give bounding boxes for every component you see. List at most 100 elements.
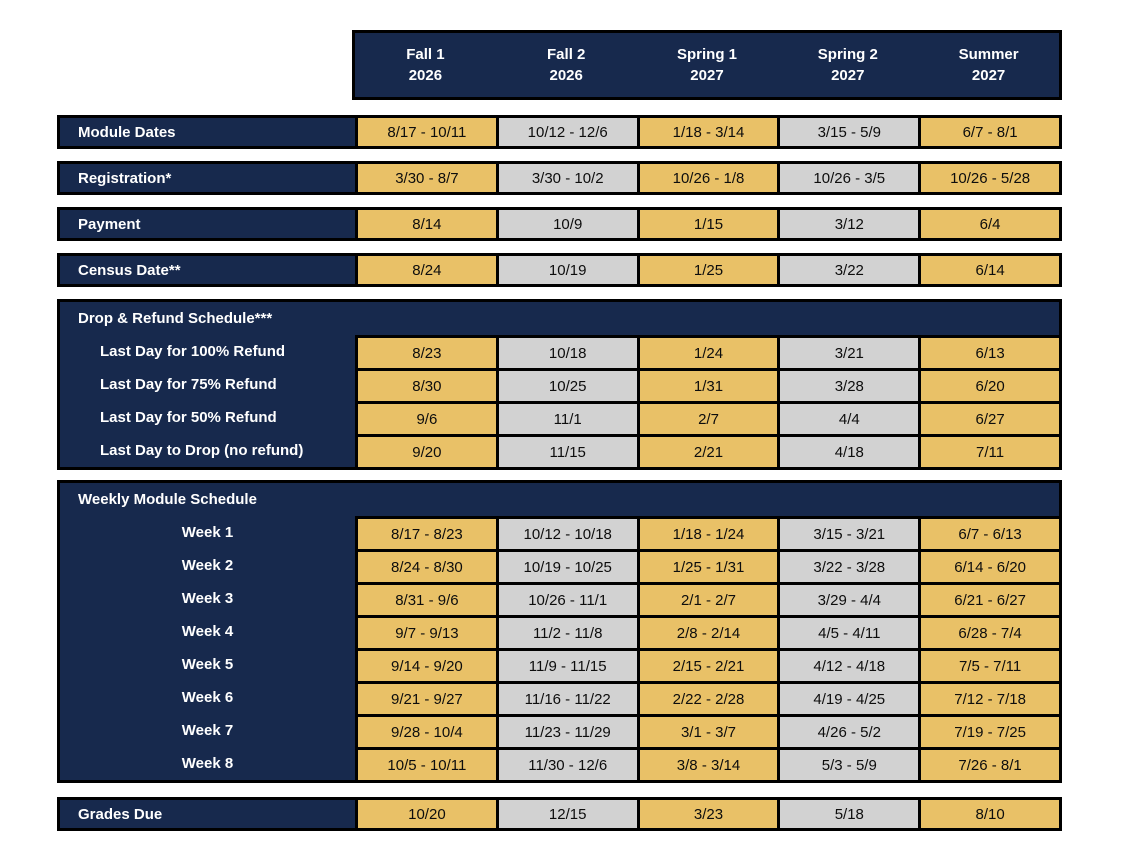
term-year: 2026	[549, 67, 583, 84]
cell-refund75-fall1: 8/30	[355, 368, 496, 401]
cell-module-dates-fall1: 8/17 - 10/11	[355, 118, 496, 146]
cell-week1-spring2: 3/15 - 3/21	[777, 516, 919, 549]
cell-week6-spring1: 2/22 - 2/28	[636, 681, 778, 714]
row-drop-no-refund: Last Day to Drop (no refund) 9/20 11/15 …	[60, 434, 1059, 467]
row-label-week-7: Week 7	[181, 722, 234, 739]
row-census-date: Census Date** 8/24 10/19 1/25 3/22 6/14	[57, 253, 1062, 287]
row-label-week-8: Week 8	[181, 755, 234, 772]
term-header-row: Fall 1 2026 Fall 2 2026 Spring 1 2027 Sp…	[352, 30, 1062, 100]
cell-grades-fall1: 10/20	[355, 800, 496, 828]
row-label-registration: Registration*	[78, 169, 172, 187]
cell-refund50-spring1: 2/7	[636, 401, 778, 434]
cell-week5-spring2: 4/12 - 4/18	[777, 648, 919, 681]
cell-census-spring2: 3/22	[777, 256, 919, 284]
row-label-grades-due: Grades Due	[78, 805, 163, 823]
cell-week8-spring2: 5/3 - 5/9	[777, 747, 919, 780]
row-refund-50: Last Day for 50% Refund 9/6 11/1 2/7 4/4…	[60, 401, 1059, 434]
term-header-fall2: Fall 2 2026	[496, 33, 637, 97]
cell-module-dates-summer: 6/7 - 8/1	[918, 118, 1059, 146]
cell-week1-summer: 6/7 - 6/13	[918, 516, 1059, 549]
cell-refund75-spring2: 3/28	[777, 368, 919, 401]
cell-week2-spring2: 3/22 - 3/28	[777, 549, 919, 582]
cell-refund100-fall1: 8/23	[355, 335, 496, 368]
cell-nodrop-fall2: 11/15	[495, 434, 637, 467]
term-year: 2027	[690, 67, 724, 84]
cell-census-fall2: 10/19	[495, 256, 637, 284]
cell-week2-spring1: 1/25 - 1/31	[636, 549, 778, 582]
row-registration: Registration* 3/30 - 8/7 3/30 - 10/2 10/…	[57, 161, 1062, 195]
cell-week1-spring1: 1/18 - 1/24	[636, 516, 778, 549]
cell-refund50-fall1: 9/6	[355, 401, 496, 434]
cell-refund100-fall2: 10/18	[495, 335, 637, 368]
row-refund-100: Last Day for 100% Refund 8/23 10/18 1/24…	[60, 335, 1059, 368]
row-label-refund-75: Last Day for 75% Refund	[100, 376, 277, 393]
cell-week2-fall1: 8/24 - 8/30	[355, 549, 496, 582]
cell-refund50-summer: 6/27	[918, 401, 1059, 434]
cell-week8-fall1: 10/5 - 10/11	[355, 747, 496, 780]
cell-refund75-fall2: 10/25	[495, 368, 637, 401]
term-header-fall1: Fall 1 2026	[355, 33, 496, 97]
cell-census-spring1: 1/25	[636, 256, 778, 284]
cell-week6-fall1: 9/21 - 9/27	[355, 681, 496, 714]
cell-nodrop-fall1: 9/20	[355, 434, 496, 467]
cell-week1-fall2: 10/12 - 10/18	[495, 516, 637, 549]
cell-grades-spring2: 5/18	[777, 800, 919, 828]
cell-census-summer: 6/14	[918, 256, 1059, 284]
cell-week7-fall1: 9/28 - 10/4	[355, 714, 496, 747]
cell-week5-fall2: 11/9 - 11/15	[495, 648, 637, 681]
section-drop-refund: Drop & Refund Schedule*** Last Day for 1…	[57, 299, 1062, 470]
term-season: Spring 2	[817, 46, 878, 63]
row-label-week-2: Week 2	[181, 557, 234, 574]
row-week-8: Week 8 10/5 - 10/11 11/30 - 12/6 3/8 - 3…	[60, 747, 1059, 780]
cell-week3-fall1: 8/31 - 9/6	[355, 582, 496, 615]
cell-refund50-spring2: 4/4	[777, 401, 919, 434]
row-label-payment: Payment	[78, 215, 141, 233]
row-label-drop-no-refund: Last Day to Drop (no refund)	[100, 442, 304, 459]
row-week-6: Week 6 9/21 - 9/27 11/16 - 11/22 2/22 - …	[60, 681, 1059, 714]
term-year: 2027	[971, 67, 1006, 84]
cell-week4-fall1: 9/7 - 9/13	[355, 615, 496, 648]
cell-refund100-spring2: 3/21	[777, 335, 919, 368]
cell-week6-summer: 7/12 - 7/18	[918, 681, 1059, 714]
cell-week8-summer: 7/26 - 8/1	[918, 747, 1059, 780]
cell-registration-spring2: 10/26 - 3/5	[777, 164, 919, 192]
cell-module-dates-spring1: 1/18 - 3/14	[636, 118, 778, 146]
cell-nodrop-spring2: 4/18	[777, 434, 919, 467]
term-header-spring2: Spring 2 2027	[777, 33, 918, 97]
cell-census-fall1: 8/24	[355, 256, 496, 284]
cell-module-dates-spring2: 3/15 - 5/9	[777, 118, 919, 146]
cell-nodrop-summer: 7/11	[918, 434, 1059, 467]
row-label-census-date: Census Date**	[78, 261, 181, 279]
cell-grades-summer: 8/10	[918, 800, 1059, 828]
row-week-4: Week 4 9/7 - 9/13 11/2 - 11/8 2/8 - 2/14…	[60, 615, 1059, 648]
term-season: Fall 2	[547, 46, 586, 63]
row-week-7: Week 7 9/28 - 10/4 11/23 - 11/29 3/1 - 3…	[60, 714, 1059, 747]
row-refund-75: Last Day for 75% Refund 8/30 10/25 1/31 …	[60, 368, 1059, 401]
cell-week2-summer: 6/14 - 6/20	[918, 549, 1059, 582]
term-season: Summer	[958, 46, 1019, 63]
row-label-week-5: Week 5	[181, 656, 234, 673]
cell-refund75-spring1: 1/31	[636, 368, 778, 401]
row-module-dates: Module Dates 8/17 - 10/11 10/12 - 12/6 1…	[57, 115, 1062, 149]
term-season: Fall 1	[406, 46, 445, 63]
row-week-3: Week 3 8/31 - 9/6 10/26 - 11/1 2/1 - 2/7…	[60, 582, 1059, 615]
term-header-spring1: Spring 1 2027	[637, 33, 778, 97]
cell-payment-fall2: 10/9	[495, 210, 637, 238]
row-week-5: Week 5 9/14 - 9/20 11/9 - 11/15 2/15 - 2…	[60, 648, 1059, 681]
row-label-week-1: Week 1	[181, 524, 234, 541]
cell-week8-spring1: 3/8 - 3/14	[636, 747, 778, 780]
row-label-week-6: Week 6	[181, 689, 234, 706]
cell-registration-spring1: 10/26 - 1/8	[636, 164, 778, 192]
term-year: 2027	[831, 67, 865, 84]
section-title-weekly-schedule: Weekly Module Schedule	[78, 491, 257, 508]
cell-week7-spring2: 4/26 - 5/2	[777, 714, 919, 747]
schedule-table: Fall 1 2026 Fall 2 2026 Spring 1 2027 Sp…	[57, 30, 1062, 843]
cell-registration-summer: 10/26 - 5/28	[918, 164, 1059, 192]
row-payment: Payment 8/14 10/9 1/15 3/12 6/4	[57, 207, 1062, 241]
term-header-grid: Fall 1 2026 Fall 2 2026 Spring 1 2027 Sp…	[355, 33, 1059, 97]
row-label-week-4: Week 4	[181, 623, 234, 640]
cell-week3-spring2: 3/29 - 4/4	[777, 582, 919, 615]
cell-week7-spring1: 3/1 - 3/7	[636, 714, 778, 747]
term-year: 2026	[408, 67, 443, 84]
cell-registration-fall1: 3/30 - 8/7	[355, 164, 496, 192]
